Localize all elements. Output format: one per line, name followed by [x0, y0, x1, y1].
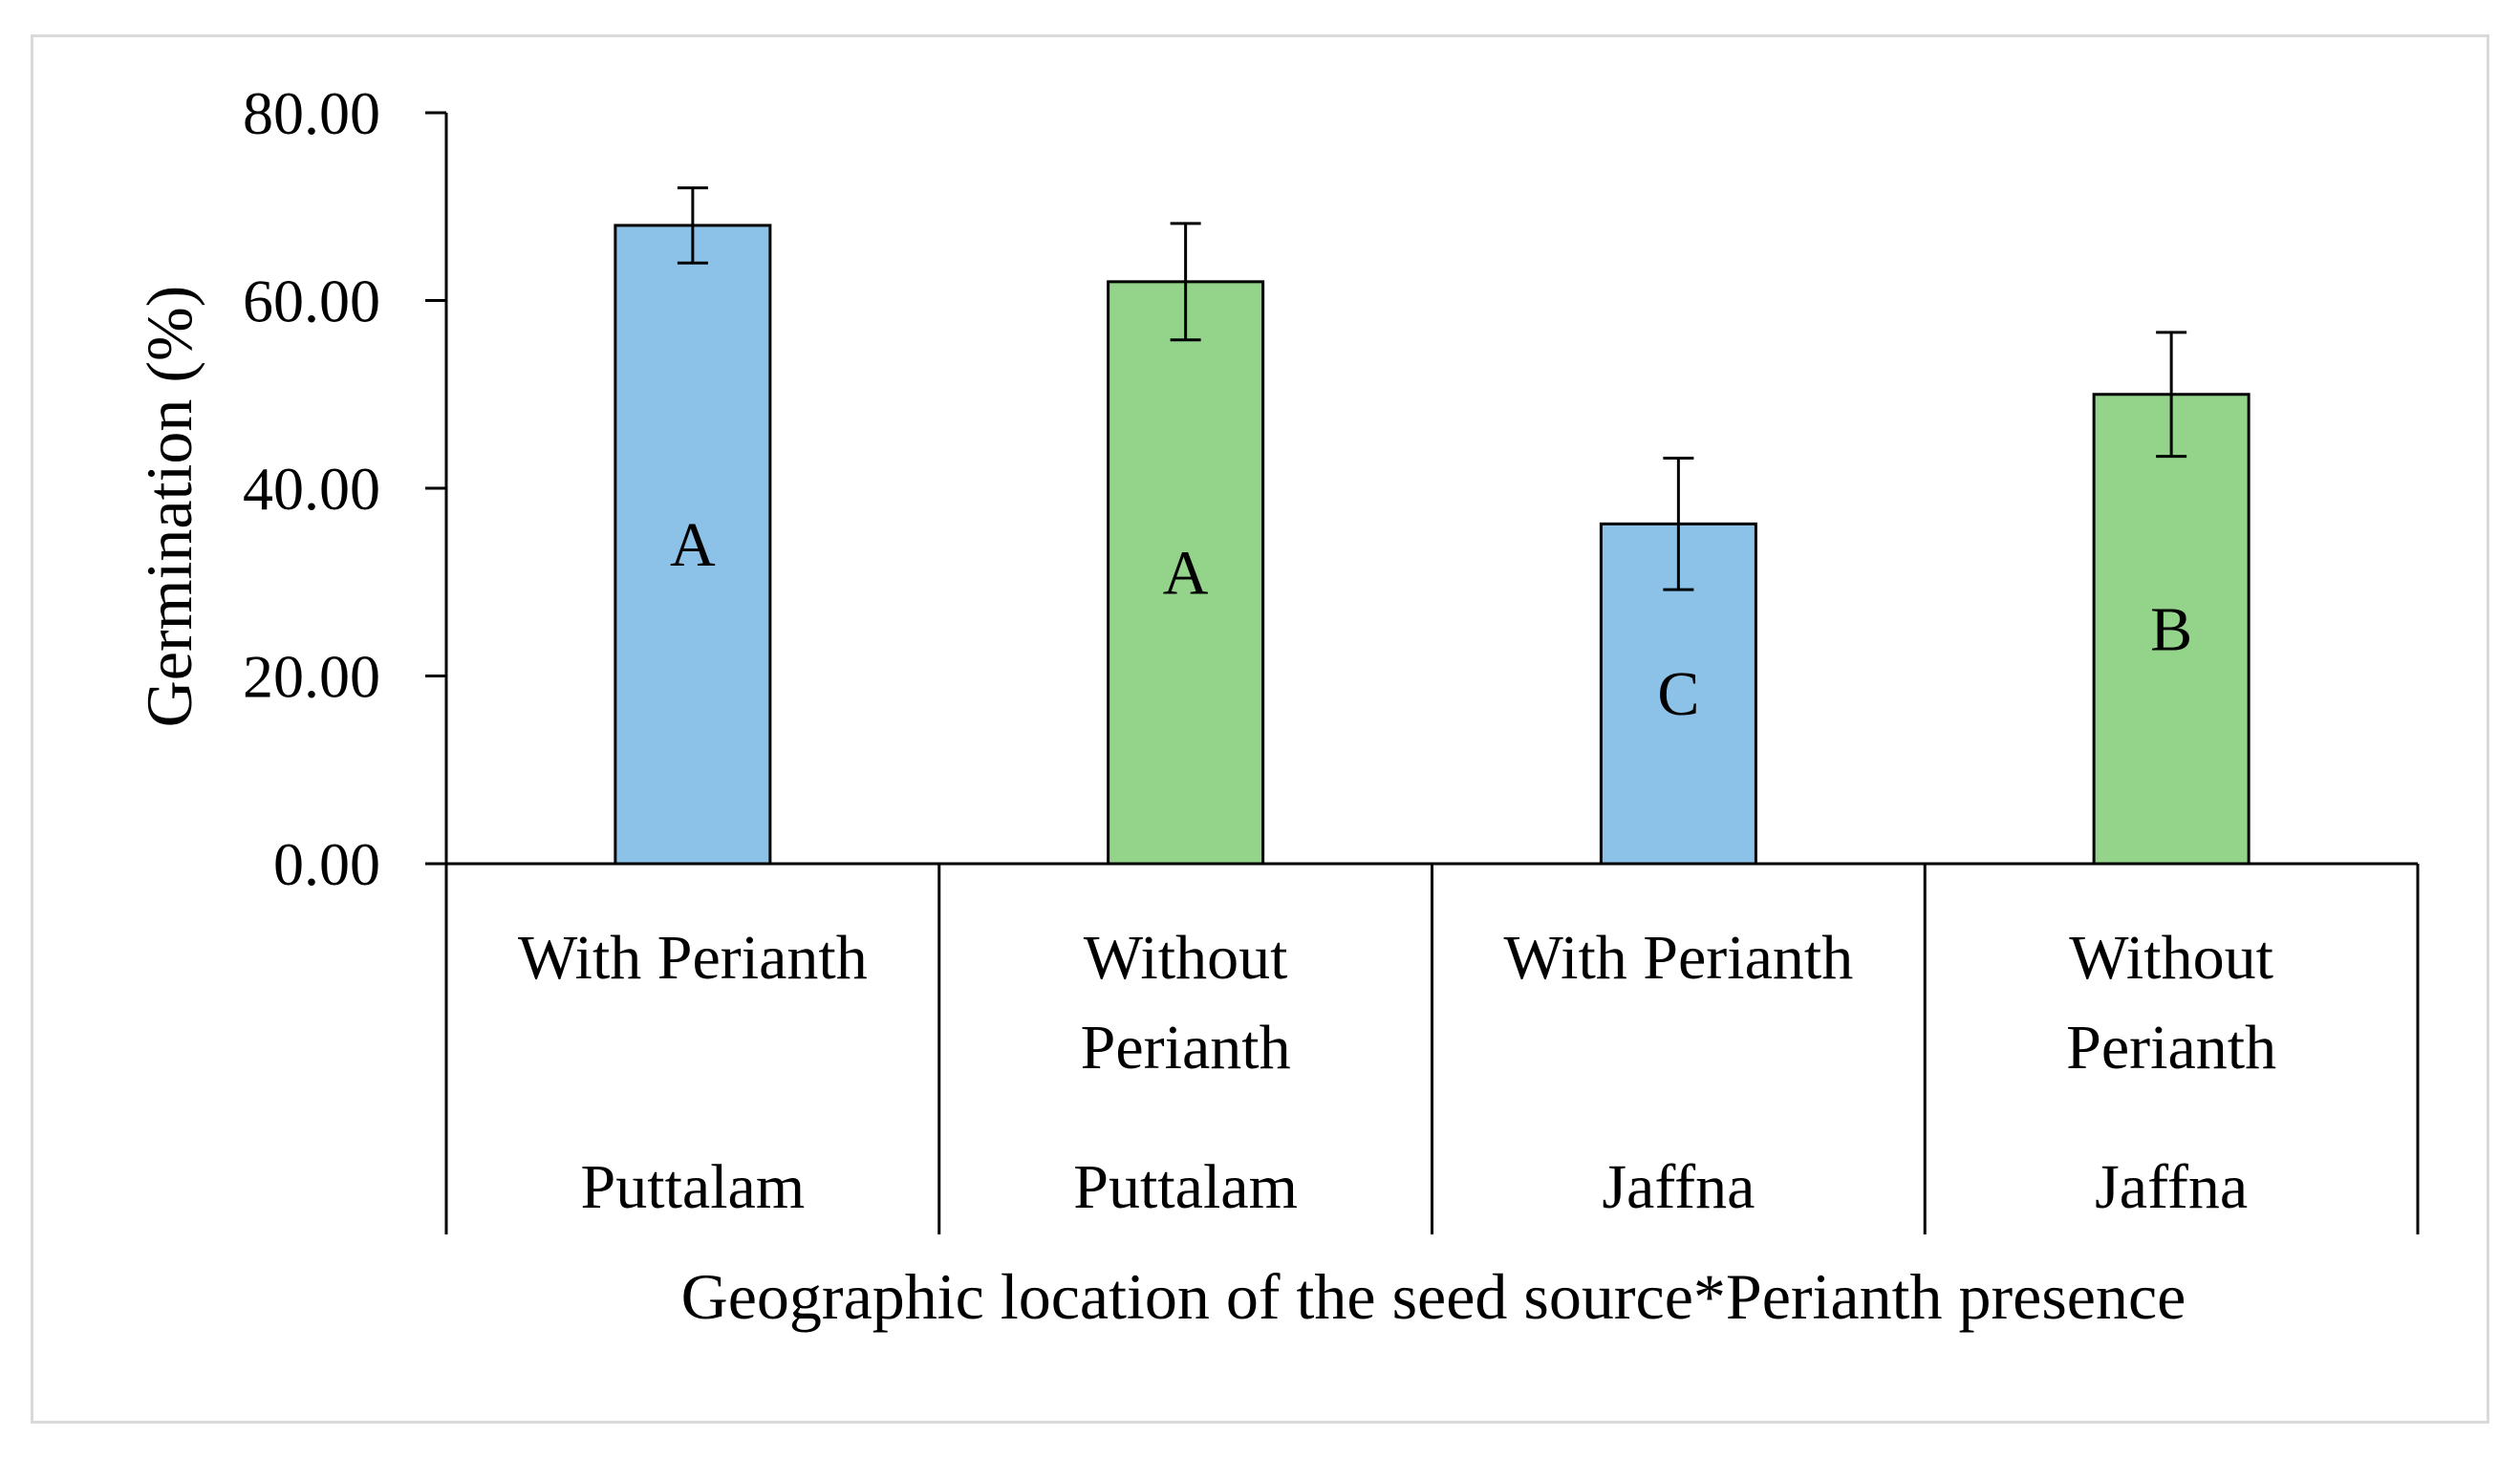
category-label-3-line-1: With Perianth	[1503, 923, 1853, 993]
category-label-2-line-2: Perianth	[1081, 1013, 1291, 1083]
group-label-3: Jaffna	[1602, 1152, 1755, 1222]
significance-letter-2: A	[1163, 538, 1209, 608]
y-tick-label-1: 20.00	[243, 643, 380, 711]
group-label-2: Puttalam	[1073, 1152, 1298, 1222]
y-tick-label-4: 80.00	[243, 79, 380, 147]
group-label-1: Puttalam	[581, 1152, 806, 1222]
y-tick-label-3: 60.00	[243, 268, 380, 335]
group-label-4: Jaffna	[2095, 1152, 2248, 1222]
category-label-2-line-1: Without	[1084, 923, 1288, 993]
category-label-1-line-1: With Perianth	[518, 923, 868, 993]
axes-layer	[425, 111, 2420, 1234]
bar-2	[1107, 280, 1265, 866]
x-axis-title: Geographic location of the seed source*P…	[681, 1260, 2186, 1333]
y-tick-label-2: 40.00	[243, 455, 380, 523]
bar-1	[614, 224, 772, 866]
bars-layer	[614, 186, 2251, 866]
category-label-4-line-2: Perianth	[2066, 1013, 2276, 1083]
category-label-4-line-1: Without	[2069, 923, 2273, 993]
labels-layer: A With Perianth Puttalam A Without Perianth Pu…	[243, 79, 2276, 1222]
significance-letter-4: B	[2150, 594, 2192, 664]
y-tick-label-0: 0.00	[273, 830, 380, 898]
significance-letter-3: C	[1657, 659, 1699, 729]
y-axis-title: Germination (%)	[133, 286, 205, 728]
significance-letter-1: A	[670, 510, 716, 580]
